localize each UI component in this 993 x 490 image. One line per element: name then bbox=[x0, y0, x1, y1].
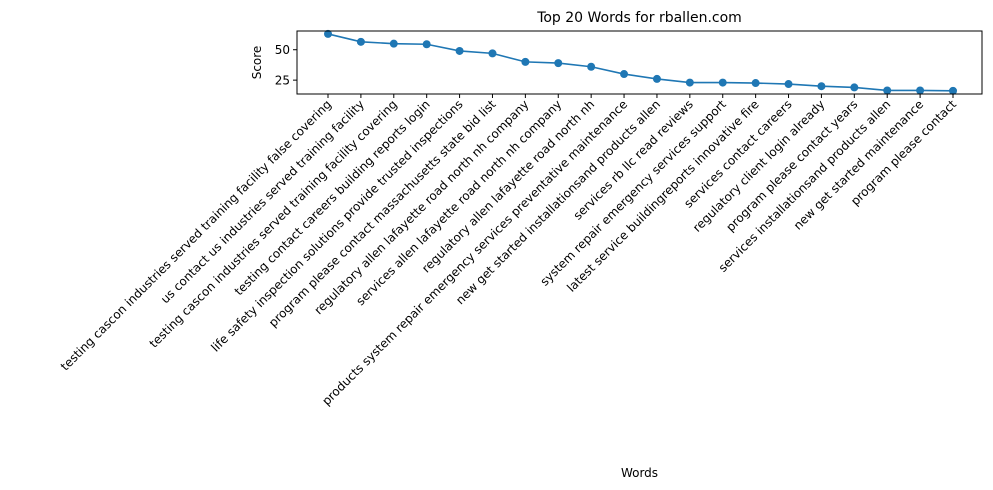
data-point bbox=[751, 79, 760, 88]
data-point bbox=[685, 78, 694, 87]
plot-frame bbox=[296, 30, 983, 95]
plot-area bbox=[324, 29, 957, 95]
data-point bbox=[620, 70, 629, 79]
y-axis: 25 50 bbox=[275, 43, 297, 88]
data-point bbox=[850, 83, 859, 92]
x-axis-label: Words bbox=[621, 466, 658, 480]
y-tick-label: 50 bbox=[275, 43, 290, 57]
data-point bbox=[356, 37, 365, 46]
data-point bbox=[455, 46, 464, 55]
series-line bbox=[327, 33, 954, 92]
data-point bbox=[554, 59, 563, 68]
data-point bbox=[324, 29, 332, 38]
x-axis: testing cascon industries served trainin… bbox=[58, 94, 959, 408]
data-point bbox=[718, 78, 727, 87]
data-point bbox=[817, 82, 826, 91]
y-tick-label: 25 bbox=[275, 74, 290, 88]
data-point bbox=[422, 40, 431, 49]
data-point bbox=[521, 57, 530, 66]
data-point bbox=[949, 86, 957, 95]
y-axis-label: Score bbox=[250, 46, 264, 80]
chart-title: Top 20 Words for rballen.com bbox=[536, 10, 742, 26]
data-point bbox=[916, 86, 925, 95]
data-point bbox=[652, 74, 661, 83]
data-point bbox=[488, 49, 497, 58]
data-point bbox=[587, 62, 596, 71]
data-point bbox=[389, 39, 398, 48]
data-point bbox=[883, 86, 892, 95]
data-point bbox=[784, 80, 793, 89]
